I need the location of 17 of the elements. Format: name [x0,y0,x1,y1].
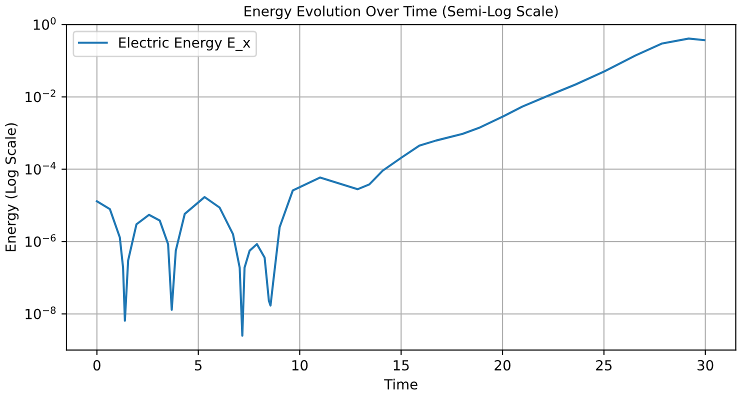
x-tick-label: 25 [596,360,612,371]
legend-label: Electric Energy E_x [119,37,250,51]
x-tick-label: 30 [698,360,714,371]
y-tick-label: 10$^{−2}$ [26,90,56,102]
x-tick-label: 20 [494,360,510,371]
line-series [96,38,706,337]
x-axis-title: Time [384,378,418,390]
y-axis-title: Energy (Log Scale) [5,123,19,252]
x-tick-label: 10 [292,360,308,371]
x-tick-label: 15 [394,360,409,371]
x-tick-label: 5 [194,360,202,371]
y-tick-label: 10$^{0}$ [34,17,56,30]
y-tick-label: 10$^{−8}$ [26,306,56,320]
x-tick-label: 0 [93,360,100,371]
y-tick-label: 10$^{−6}$ [26,234,56,247]
y-tick-label: 10$^{−4}$ [26,162,56,175]
chart-title: Energy Evolution Over Time (Semi-Log Scale) [244,6,558,20]
